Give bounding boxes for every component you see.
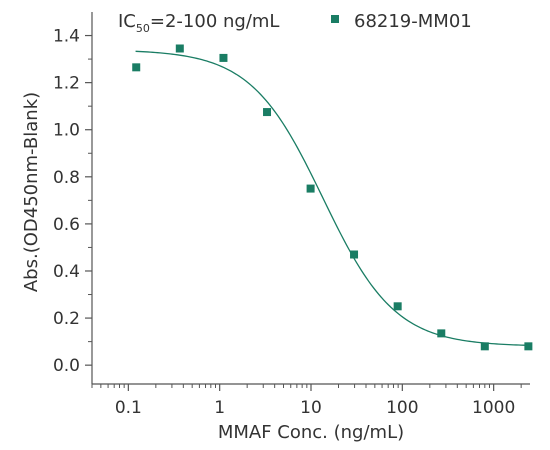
fit-curve xyxy=(135,50,529,346)
legend-label: 68219-MM01 xyxy=(354,11,472,32)
data-point xyxy=(219,53,228,62)
data-point xyxy=(393,302,402,311)
plot-area: 0.0 0.2 0.4 0.6 0.8 1.0 1.2 1.4 0.1 1 10 100 1000 xyxy=(53,12,533,418)
y-tick-label: 1.4 xyxy=(53,27,80,47)
y-axis-ticks: 0.0 0.2 0.4 0.6 0.8 1.0 1.2 1.4 xyxy=(53,27,92,376)
y-tick-label: 0.8 xyxy=(53,168,80,188)
data-points xyxy=(132,44,533,351)
data-point xyxy=(132,63,141,72)
data-point xyxy=(480,342,489,351)
data-point xyxy=(524,342,533,351)
x-tick-label: 1000 xyxy=(472,398,515,418)
y-axis-title: Abs.(OD450nm-Blank) xyxy=(21,92,42,292)
x-tick-label: 10 xyxy=(300,398,322,418)
legend: 68219-MM01 xyxy=(331,11,472,32)
x-tick-label: 1 xyxy=(214,398,225,418)
ic50-annotation-main: IC xyxy=(118,11,136,32)
x-tick-label: 100 xyxy=(386,398,418,418)
y-tick-label: 1.0 xyxy=(53,121,80,141)
y-tick-label: 0.0 xyxy=(53,356,80,376)
y-tick-label: 0.2 xyxy=(53,309,80,329)
ic50-annotation: IC50=2-100 ng/mL xyxy=(118,11,279,35)
x-axis-ticks: 0.1 1 10 100 1000 xyxy=(91,384,522,418)
data-point xyxy=(263,108,272,117)
legend-marker xyxy=(331,15,339,23)
data-point xyxy=(175,44,184,53)
data-point xyxy=(306,184,315,193)
ic50-annotation-sub: 50 xyxy=(136,22,150,35)
y-tick-label: 0.6 xyxy=(53,215,80,235)
ic50-annotation-rest: =2-100 ng/mL xyxy=(150,11,280,32)
y-tick-label: 1.2 xyxy=(53,74,80,94)
data-point xyxy=(350,250,359,259)
x-tick-label: 0.1 xyxy=(115,398,142,418)
data-point xyxy=(437,329,446,338)
y-tick-label: 0.4 xyxy=(53,262,80,282)
x-axis-title: MMAF Conc. (ng/mL) xyxy=(218,422,404,443)
